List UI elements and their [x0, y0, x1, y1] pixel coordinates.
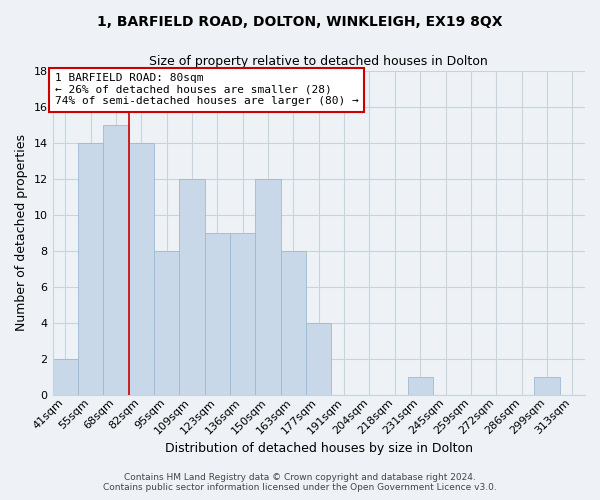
Text: Contains HM Land Registry data © Crown copyright and database right 2024.
Contai: Contains HM Land Registry data © Crown c…	[103, 473, 497, 492]
Bar	[205, 232, 230, 394]
Bar	[256, 178, 281, 394]
Bar	[306, 322, 331, 394]
Bar	[128, 142, 154, 394]
Bar	[103, 124, 128, 394]
Bar	[407, 376, 433, 394]
X-axis label: Distribution of detached houses by size in Dolton: Distribution of detached houses by size …	[165, 442, 473, 455]
Y-axis label: Number of detached properties: Number of detached properties	[15, 134, 28, 331]
Bar	[78, 142, 103, 394]
Bar	[154, 250, 179, 394]
Bar	[179, 178, 205, 394]
Bar	[534, 376, 560, 394]
Text: 1, BARFIELD ROAD, DOLTON, WINKLEIGH, EX19 8QX: 1, BARFIELD ROAD, DOLTON, WINKLEIGH, EX1…	[97, 15, 503, 29]
Bar	[230, 232, 256, 394]
Text: 1 BARFIELD ROAD: 80sqm
← 26% of detached houses are smaller (28)
74% of semi-det: 1 BARFIELD ROAD: 80sqm ← 26% of detached…	[55, 74, 358, 106]
Title: Size of property relative to detached houses in Dolton: Size of property relative to detached ho…	[149, 55, 488, 68]
Bar	[281, 250, 306, 394]
Bar	[53, 358, 78, 394]
